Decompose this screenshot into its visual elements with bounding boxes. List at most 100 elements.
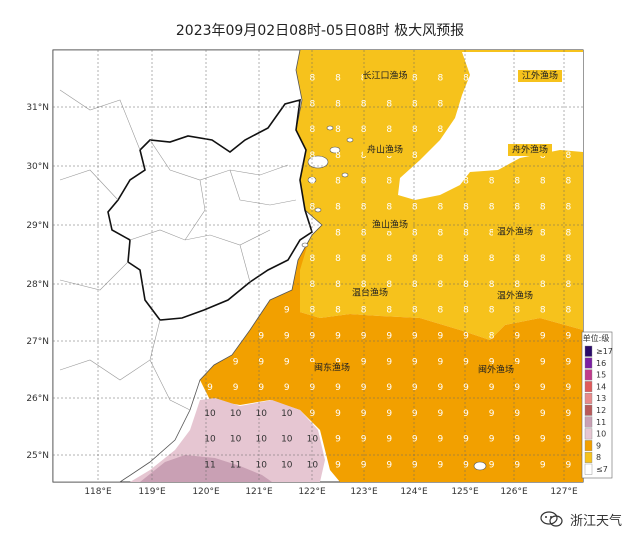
wind-grid-value: 10 [307, 435, 319, 445]
wind-grid-value: 8 [438, 74, 444, 84]
wind-grid-value: 8 [566, 306, 572, 316]
graticule [53, 50, 583, 482]
wind-grid-value: 9 [489, 357, 495, 367]
wind-grid-value: 9 [386, 409, 392, 419]
wind-grid-value: 8 [540, 254, 546, 264]
wind-grid-value: 8 [463, 306, 469, 316]
wind-grid-value: 9 [412, 383, 418, 393]
wind-grid-value: 9 [361, 461, 367, 471]
wind-grid-value: 9 [284, 357, 290, 367]
wind-grid-value: 10 [255, 435, 267, 445]
wind-grid-value: 9 [412, 435, 418, 445]
wind-grid-value: 8 [412, 125, 418, 135]
fishing-zone-label: 舟外渔场 [512, 144, 548, 156]
wind-grid-value: 8 [412, 306, 418, 316]
wind-grid-value: 8 [514, 280, 520, 290]
wind-grid-value: 9 [540, 332, 546, 342]
wind-grid-value: 9 [412, 357, 418, 367]
wind-grid-value: 9 [386, 435, 392, 445]
watermark: 浙江天气 [540, 510, 622, 529]
wind-grid-value: 9 [284, 383, 290, 393]
wind-grid-value: 8 [463, 177, 469, 187]
wind-grid-value: 9 [566, 332, 572, 342]
wind-grid-value: 8 [310, 99, 316, 109]
wind-grid-value: 8 [566, 151, 572, 161]
zhejiang-border [107, 98, 313, 321]
wind-grid-value: 9 [412, 461, 418, 471]
wind-grid-value: 9 [514, 332, 520, 342]
wind-grid-value: 9 [207, 383, 213, 393]
wind-grid-value: 9 [412, 332, 418, 342]
wind-grid-value: 8 [386, 177, 392, 187]
longitude-tick-labels: 118°E 119°E 120°E 121°E 122°E 123°E 124°E 125°E… [84, 487, 578, 497]
wind-grid-value: 9 [335, 461, 341, 471]
wind-grid-value: 8 [489, 306, 495, 316]
wind-grid-value: 8 [386, 203, 392, 213]
prefecture-borders [59, 89, 297, 411]
wind-grid-value: 9 [284, 306, 290, 316]
wind-grid-value: 9 [310, 383, 316, 393]
wind-grid-value: 8 [335, 280, 341, 290]
wind-grid-value: 8 [412, 99, 418, 109]
wind-grid-value: 8 [438, 125, 444, 135]
wind-grid-value: 9 [438, 409, 444, 419]
wind-grid-value: 8 [361, 306, 367, 316]
lon-tick-label: 123°E [350, 487, 378, 497]
wind-grid-value: 9 [361, 409, 367, 419]
wind-grid-value: 8 [310, 151, 316, 161]
fishing-zone-label: 江外渔场 [522, 70, 558, 82]
legend-label: 9 [596, 441, 601, 450]
lon-tick-label: 124°E [400, 487, 428, 497]
wind-grid-value: 9 [463, 461, 469, 471]
calm-sea-area [398, 52, 583, 200]
wind-grid-value: 8 [540, 228, 546, 238]
wind-grid-value: 11 [230, 461, 241, 471]
wind-grid-value: 8 [335, 74, 341, 84]
wind-grid-value: 8 [361, 254, 367, 264]
wind-grid-value: 8 [463, 74, 469, 84]
wind-grid-value: 8 [412, 254, 418, 264]
wind-grid-value: 9 [361, 357, 367, 367]
wind-grid-value: 9 [566, 461, 572, 471]
wind-grid-value: 8 [566, 177, 572, 187]
wind-grid-value: 9 [540, 435, 546, 445]
legend-swatch [584, 416, 593, 428]
wind-grid-value: 8 [361, 125, 367, 135]
legend-label: 10 [596, 430, 606, 439]
legend-label: 8 [596, 453, 601, 462]
wind-grid-value: 9 [361, 332, 367, 342]
lon-tick-label: 121°E [245, 487, 273, 497]
lat-tick-label: 31°N [26, 103, 49, 113]
wind-grid-value: 9 [386, 332, 392, 342]
wind-grid-value: 8 [361, 203, 367, 213]
legend-label: 13 [596, 394, 606, 403]
wind-grid-value: 8 [335, 228, 341, 238]
wind-grid-value: 9 [233, 357, 239, 367]
wind-grid-value: 9 [514, 357, 520, 367]
fishing-zone-label: 舟山渔场 [367, 144, 403, 156]
lat-tick-label: 27°N [26, 337, 49, 347]
wind-grid-value: 10 [281, 435, 293, 445]
legend-swatch [584, 381, 593, 393]
lon-tick-label: 118°E [84, 487, 112, 497]
wind-grid-value: 9 [438, 435, 444, 445]
legend-label: 12 [596, 406, 606, 415]
zone-label-bg [348, 287, 392, 299]
wind-grid-value: 8 [412, 151, 418, 161]
fishing-zone-label: 温外渔场 [497, 290, 533, 302]
legend-swatch [584, 452, 593, 463]
wind-grid-value: 8 [386, 254, 392, 264]
wind-grid-value: 9 [258, 357, 264, 367]
wind-grid-value: 9 [335, 435, 341, 445]
wind-grid-value: 8 [489, 254, 495, 264]
legend-label: 14 [596, 382, 606, 391]
legend: 单位:级 ≥17 16 15 14 13 12 11 10 9 8 ≤7 [581, 331, 613, 479]
legend-label: 16 [596, 359, 606, 368]
legend-swatch [584, 369, 593, 381]
wind-grid-value: 10 [255, 409, 267, 419]
wind-grid-value: 8 [310, 254, 316, 264]
wind-grid-value: 9 [386, 383, 392, 393]
zhoushan-islands [301, 125, 487, 471]
legend-label: ≤7 [596, 465, 608, 474]
